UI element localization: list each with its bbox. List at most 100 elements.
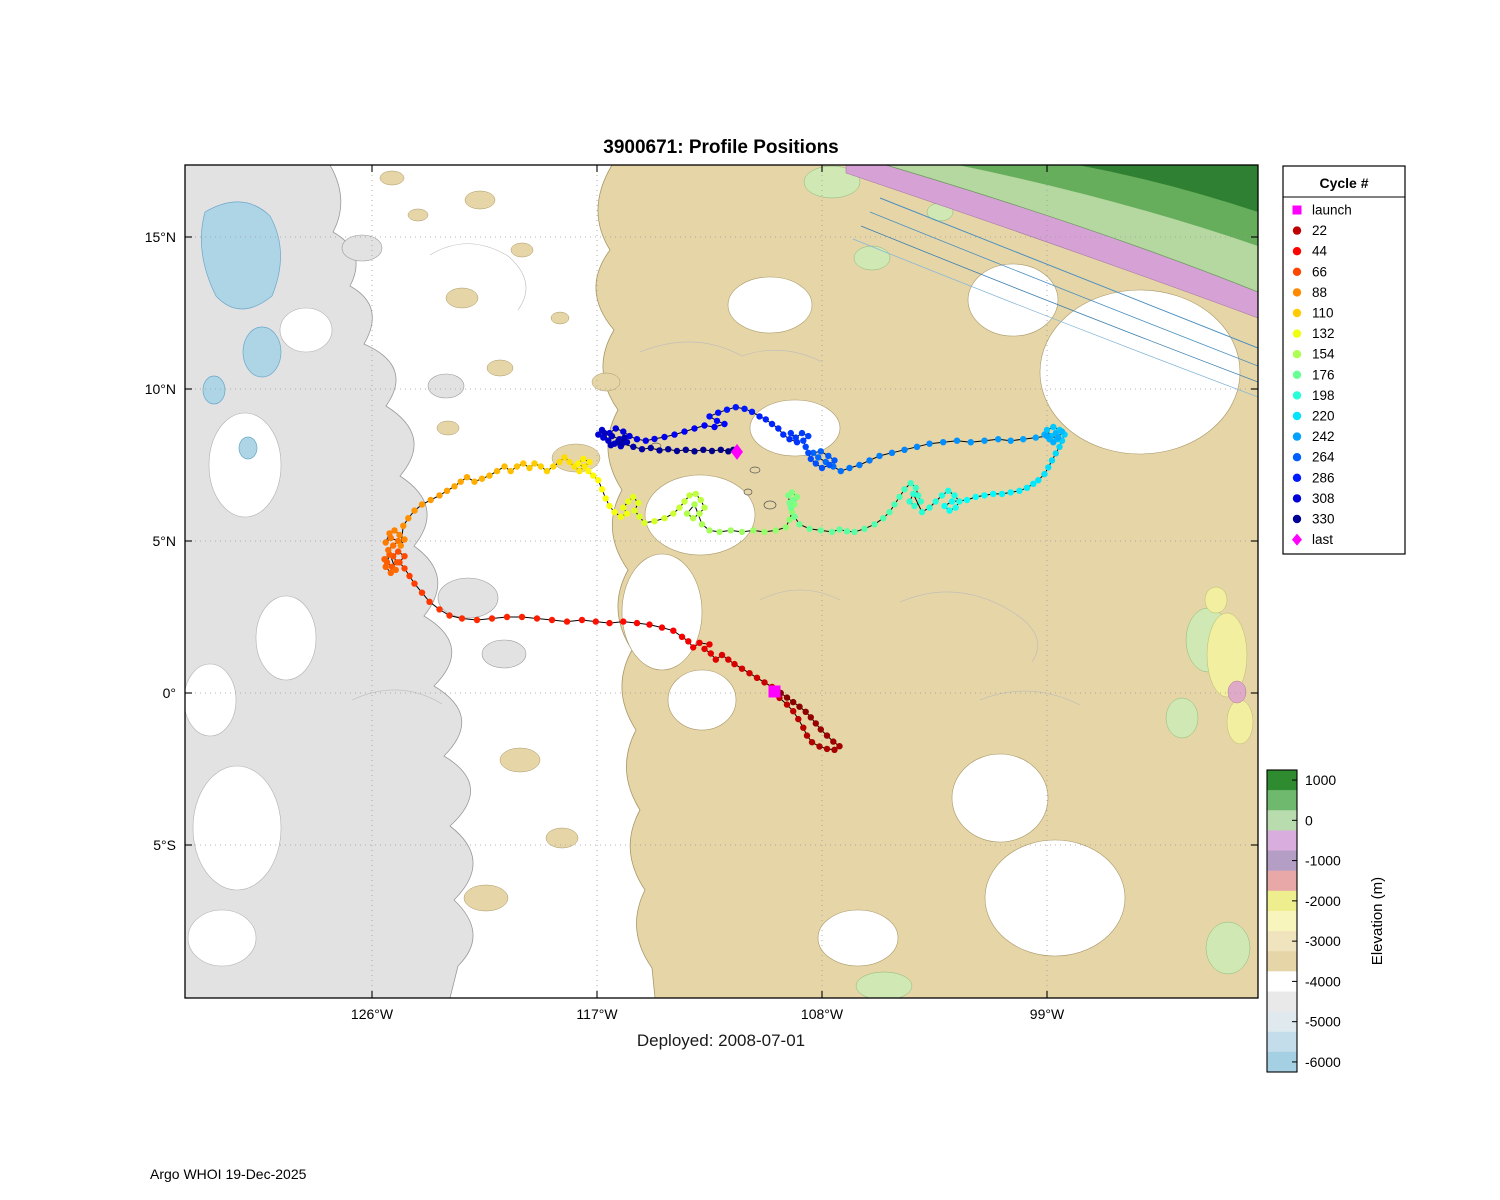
profile-dot [526,464,533,472]
profile-dot [701,504,708,511]
profile-dot [681,428,688,435]
profile-dot [807,455,814,463]
shallow-green-patch [803,165,861,199]
profile-dot [800,724,807,731]
profile-dot [912,484,919,491]
profile-dot [932,498,939,505]
profile-dot [783,701,791,708]
legend-cycle-marker [1292,247,1302,256]
profile-dot [607,442,614,449]
profile-dot [812,460,819,467]
profile-dot [798,429,806,437]
profile-dot [866,457,873,464]
profile-dot [956,498,963,505]
profile-dot [606,502,613,510]
legend-cycle-marker [1292,391,1302,400]
legend-entry-label: 44 [1312,244,1328,259]
profile-dot [998,490,1006,498]
x-tick-label: 126°W [351,1006,394,1022]
profile-dot [913,443,921,450]
profile-dot [651,435,658,443]
profile-dot [796,703,803,710]
profile-dot [911,502,918,510]
profile-dot [592,618,599,625]
profile-dot [671,431,678,438]
profile-dot [806,525,813,532]
profile-dot [401,553,408,560]
legend-entry-label: last [1312,532,1333,547]
profile-dot [651,518,658,525]
profile-dot [725,656,732,663]
profile-dot [712,656,719,663]
profile-dot [612,425,619,432]
legend-entry-label: 286 [1312,470,1335,485]
profile-dot [713,417,721,425]
legend-cycle-marker [1292,494,1302,503]
deep-trench-patch [242,326,282,378]
profile-dot [697,496,704,504]
deep-trench-patch [238,436,258,460]
profile-dot [507,467,514,475]
profile-dot [880,515,887,522]
profile-dot [618,440,626,447]
profile-dot [896,493,903,501]
colorbar-cell [1267,870,1297,892]
colorbar-cell [1267,1011,1297,1033]
profile-dot [825,452,832,460]
trench-contour-line [869,211,1258,367]
profile-dot [608,432,616,440]
profile-dot [1007,489,1014,496]
profile-dot [761,528,768,536]
legend-cycle-marker [1292,514,1302,524]
seamount-patch [551,443,601,473]
footer-text: Argo WHOI 19-Dec-2025 [150,1166,307,1182]
profile-dot [606,619,613,627]
profile-dot [823,732,831,739]
profile-dot [790,708,797,715]
island-patch [743,488,753,496]
profile-dot [831,457,838,464]
colorbar-tick-label: 0 [1305,812,1313,828]
profile-dot [646,621,653,628]
y-tick-label: 0° [163,685,176,701]
profile-dot [685,638,692,645]
profile-dot [706,527,713,534]
x-tick-label: 108°W [801,1006,844,1022]
profile-dot [411,580,418,587]
profile-dot [953,437,961,444]
shallow-green-patch [855,971,913,998]
gray-island-patch [427,373,465,399]
gray-island-patch [481,639,527,669]
profile-dot [401,565,408,572]
plot-border [184,164,1259,999]
profile-dot [548,616,556,624]
legend-entry-label: 242 [1312,429,1335,444]
colorbar-tick-label: 1000 [1305,772,1336,788]
profile-dot [617,513,624,520]
profile-dot [717,446,724,453]
profile-dot [707,650,714,657]
legend-cycle-marker [1292,329,1302,338]
profile-dot [457,478,464,485]
colorbar-cell [1267,1031,1297,1053]
profile-dot [750,527,757,534]
profile-dot [670,627,677,634]
legend-cycle-marker [1292,370,1302,379]
profile-dot [701,422,708,429]
profile-dot [635,499,642,507]
profile-dot [721,420,728,428]
profile-dot [575,460,582,467]
seafloor-patch [967,263,1059,337]
profile-dot [692,490,699,498]
legend-entry-label: 308 [1312,491,1335,506]
profile-dot [830,738,837,745]
legend-entry-label: launch [1312,203,1352,218]
profile-dot [901,486,908,493]
profile-dot [876,452,883,460]
profile-dot [576,467,583,475]
profile-dot [716,528,723,536]
profile-dot [731,660,738,668]
seamount-patch [550,311,570,325]
profile-dot [808,739,816,746]
profile-dot [708,447,716,455]
